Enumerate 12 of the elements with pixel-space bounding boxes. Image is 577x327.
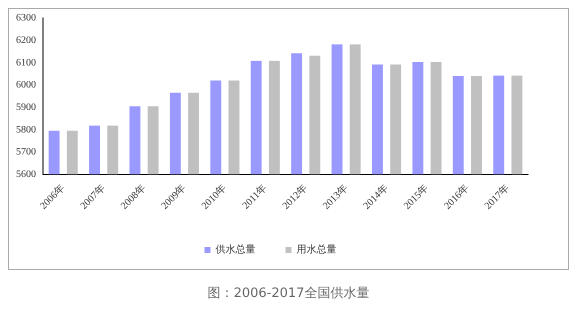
y-tick-label: 5600: [16, 168, 36, 180]
y-tick-label: 5800: [16, 124, 36, 136]
y-tick-label: 6200: [16, 34, 36, 46]
y-tick-label: 6100: [16, 57, 36, 68]
y-tick-label: 6300: [16, 12, 36, 24]
legend-label: 用水总量: [296, 244, 336, 256]
y-tick-label: 6000: [16, 80, 36, 91]
x-tick-label: 2011年: [240, 182, 270, 212]
text: 图：2006-2017全国供水量: [206, 285, 370, 302]
y-tick-label: 5900: [16, 102, 36, 113]
y-tick-label: 5700: [16, 146, 36, 158]
legend-label: 供水总量: [216, 244, 256, 256]
